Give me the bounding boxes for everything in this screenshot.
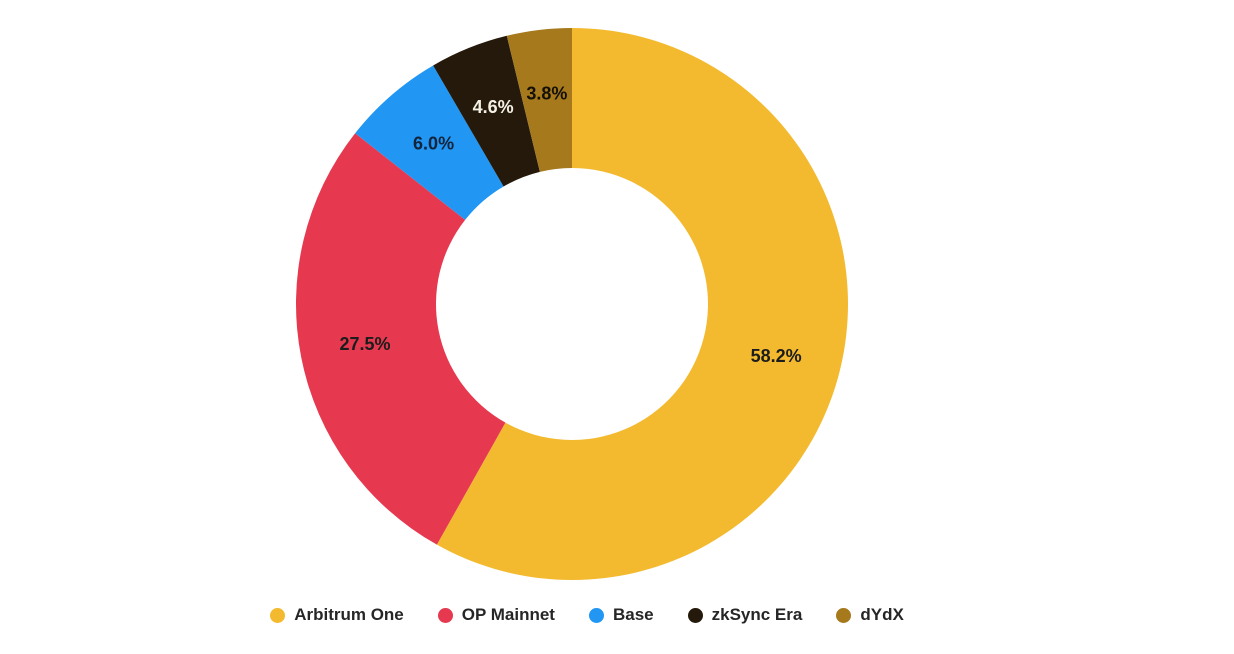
slice-zksync-era[interactable] [433, 35, 540, 187]
legend-item-base[interactable]: Base [588, 605, 654, 625]
legend-label: Arbitrum One [294, 605, 404, 624]
legend-swatch-icon [437, 607, 453, 623]
legend-swatch-icon [687, 607, 703, 623]
legend-label: OP Mainnet [461, 605, 555, 624]
legend-item-op-mainnet[interactable]: OP Mainnet [437, 605, 555, 625]
slice-base[interactable] [355, 65, 504, 220]
legend-item-dydx[interactable]: dYdX [836, 605, 904, 625]
legend-label: zkSync Era [711, 605, 803, 624]
legend-swatch-icon [270, 607, 286, 623]
slice-op-mainnet[interactable] [295, 133, 506, 545]
slice-arbitrum-one[interactable] [436, 28, 848, 580]
chart-legend: Arbitrum One OP Mainnet Base zkSync Era dYdX [0, 600, 1174, 630]
legend-label: dYdX [860, 605, 904, 624]
legend-swatch-icon [588, 607, 604, 623]
legend-swatch-icon [836, 607, 852, 623]
legend-item-zksync-era[interactable]: zkSync Era [687, 605, 803, 625]
legend-label: Base [612, 605, 654, 624]
slice-dydx[interactable] [506, 28, 572, 172]
legend-item-arbitrum-one[interactable]: Arbitrum One [270, 605, 404, 625]
